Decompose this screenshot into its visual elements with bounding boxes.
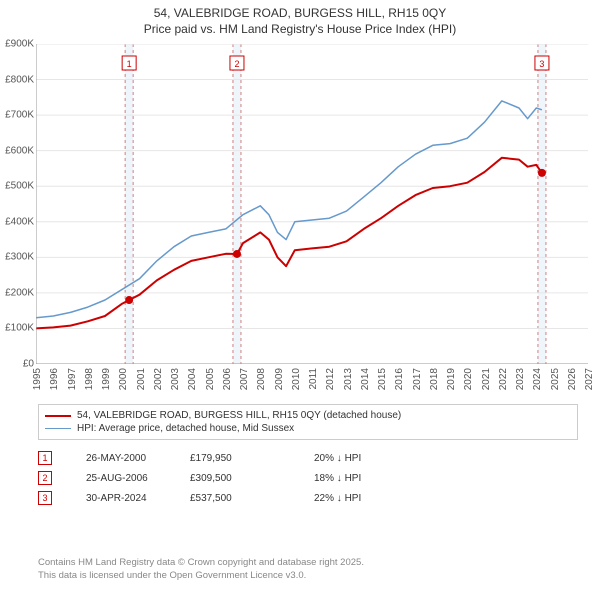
- x-tick-label: 2013: [343, 368, 354, 390]
- marker-price: £537,500: [190, 493, 310, 504]
- legend-swatch: [45, 428, 71, 429]
- x-tick-label: 2008: [256, 368, 267, 390]
- marker-badge: 2: [38, 471, 52, 485]
- x-tick-label: 2019: [446, 368, 457, 390]
- chart-title: 54, VALEBRIDGE ROAD, BURGESS HILL, RH15 …: [0, 0, 600, 37]
- footer-line-1: Contains HM Land Registry data © Crown c…: [38, 557, 364, 569]
- x-tick-label: 2015: [377, 368, 388, 390]
- y-tick-label: £500K: [5, 181, 34, 192]
- marker-diff: 20% ↓ HPI: [314, 453, 434, 464]
- x-tick-label: 1996: [49, 368, 60, 390]
- x-tick-label: 2016: [394, 368, 405, 390]
- legend-swatch: [45, 415, 71, 417]
- x-tick-label: 2006: [222, 368, 233, 390]
- svg-text:3: 3: [539, 59, 544, 69]
- marker-date: 30-APR-2024: [56, 493, 186, 504]
- title-line-1: 54, VALEBRIDGE ROAD, BURGESS HILL, RH15 …: [0, 6, 600, 22]
- x-tick-label: 2021: [481, 368, 492, 390]
- y-axis-labels: £0£100K£200K£300K£400K£500K£600K£700K£80…: [0, 44, 36, 364]
- x-tick-label: 2005: [205, 368, 216, 390]
- x-tick-label: 2009: [274, 368, 285, 390]
- legend-label: HPI: Average price, detached house, Mid …: [77, 423, 294, 434]
- y-tick-label: £300K: [5, 252, 34, 263]
- chart-svg: 1 2 3: [36, 44, 588, 364]
- y-tick-label: £600K: [5, 145, 34, 156]
- x-tick-label: 2020: [463, 368, 474, 390]
- x-tick-label: 1999: [101, 368, 112, 390]
- legend-row: HPI: Average price, detached house, Mid …: [45, 422, 571, 435]
- x-tick-label: 1998: [84, 368, 95, 390]
- marker-badge: 1: [38, 451, 52, 465]
- legend: 54, VALEBRIDGE ROAD, BURGESS HILL, RH15 …: [38, 404, 578, 440]
- marker-date: 25-AUG-2006: [56, 473, 186, 484]
- marker-price: £179,950: [190, 453, 310, 464]
- svg-text:1: 1: [127, 59, 132, 69]
- x-tick-label: 2024: [532, 368, 543, 390]
- x-tick-label: 1995: [32, 368, 43, 390]
- x-tick-label: 2000: [118, 368, 129, 390]
- x-tick-label: 2023: [515, 368, 526, 390]
- marker-diff: 18% ↓ HPI: [314, 473, 434, 484]
- sale-markers-table: 1 26-MAY-2000 £179,950 20% ↓ HPI 2 25-AUG-200…: [38, 448, 578, 508]
- legend-row: 54, VALEBRIDGE ROAD, BURGESS HILL, RH15 …: [45, 409, 571, 422]
- y-tick-label: £100K: [5, 323, 34, 334]
- marker-table-row: 1 26-MAY-2000 £179,950 20% ↓ HPI: [38, 448, 578, 468]
- x-tick-label: 2010: [291, 368, 302, 390]
- x-tick-label: 2014: [360, 368, 371, 390]
- x-tick-label: 2002: [153, 368, 164, 390]
- marker-date: 26-MAY-2000: [56, 453, 186, 464]
- svg-text:2: 2: [234, 59, 239, 69]
- x-axis-labels: 1995199619971998199920002001200220032004…: [36, 364, 588, 398]
- footer-line-2: This data is licensed under the Open Gov…: [38, 570, 364, 582]
- marker-diff: 22% ↓ HPI: [314, 493, 434, 504]
- y-tick-label: £700K: [5, 110, 34, 121]
- marker-price: £309,500: [190, 473, 310, 484]
- y-tick-label: £800K: [5, 74, 34, 85]
- x-tick-label: 2011: [308, 368, 319, 390]
- x-tick-label: 2025: [550, 368, 561, 390]
- x-tick-label: 2001: [136, 368, 147, 390]
- legend-label: 54, VALEBRIDGE ROAD, BURGESS HILL, RH15 …: [77, 410, 401, 421]
- title-line-2: Price paid vs. HM Land Registry's House …: [0, 22, 600, 38]
- x-tick-label: 2012: [325, 368, 336, 390]
- x-tick-label: 2017: [412, 368, 423, 390]
- x-tick-label: 2026: [567, 368, 578, 390]
- marker-table-row: 2 25-AUG-2006 £309,500 18% ↓ HPI: [38, 468, 578, 488]
- x-tick-label: 2007: [239, 368, 250, 390]
- y-tick-label: £900K: [5, 39, 34, 50]
- x-tick-label: 2027: [584, 368, 595, 390]
- footer-attribution: Contains HM Land Registry data © Crown c…: [38, 557, 364, 582]
- marker-badge: 3: [38, 491, 52, 505]
- x-tick-label: 2003: [170, 368, 181, 390]
- chart-area: 123 £0£100K£200K£300K£400K£500K£600K£700…: [36, 44, 588, 364]
- x-tick-label: 2022: [498, 368, 509, 390]
- marker-table-row: 3 30-APR-2024 £537,500 22% ↓ HPI: [38, 488, 578, 508]
- x-tick-label: 1997: [67, 368, 78, 390]
- y-tick-label: £400K: [5, 216, 34, 227]
- x-tick-label: 2018: [429, 368, 440, 390]
- x-tick-label: 2004: [187, 368, 198, 390]
- y-tick-label: £200K: [5, 287, 34, 298]
